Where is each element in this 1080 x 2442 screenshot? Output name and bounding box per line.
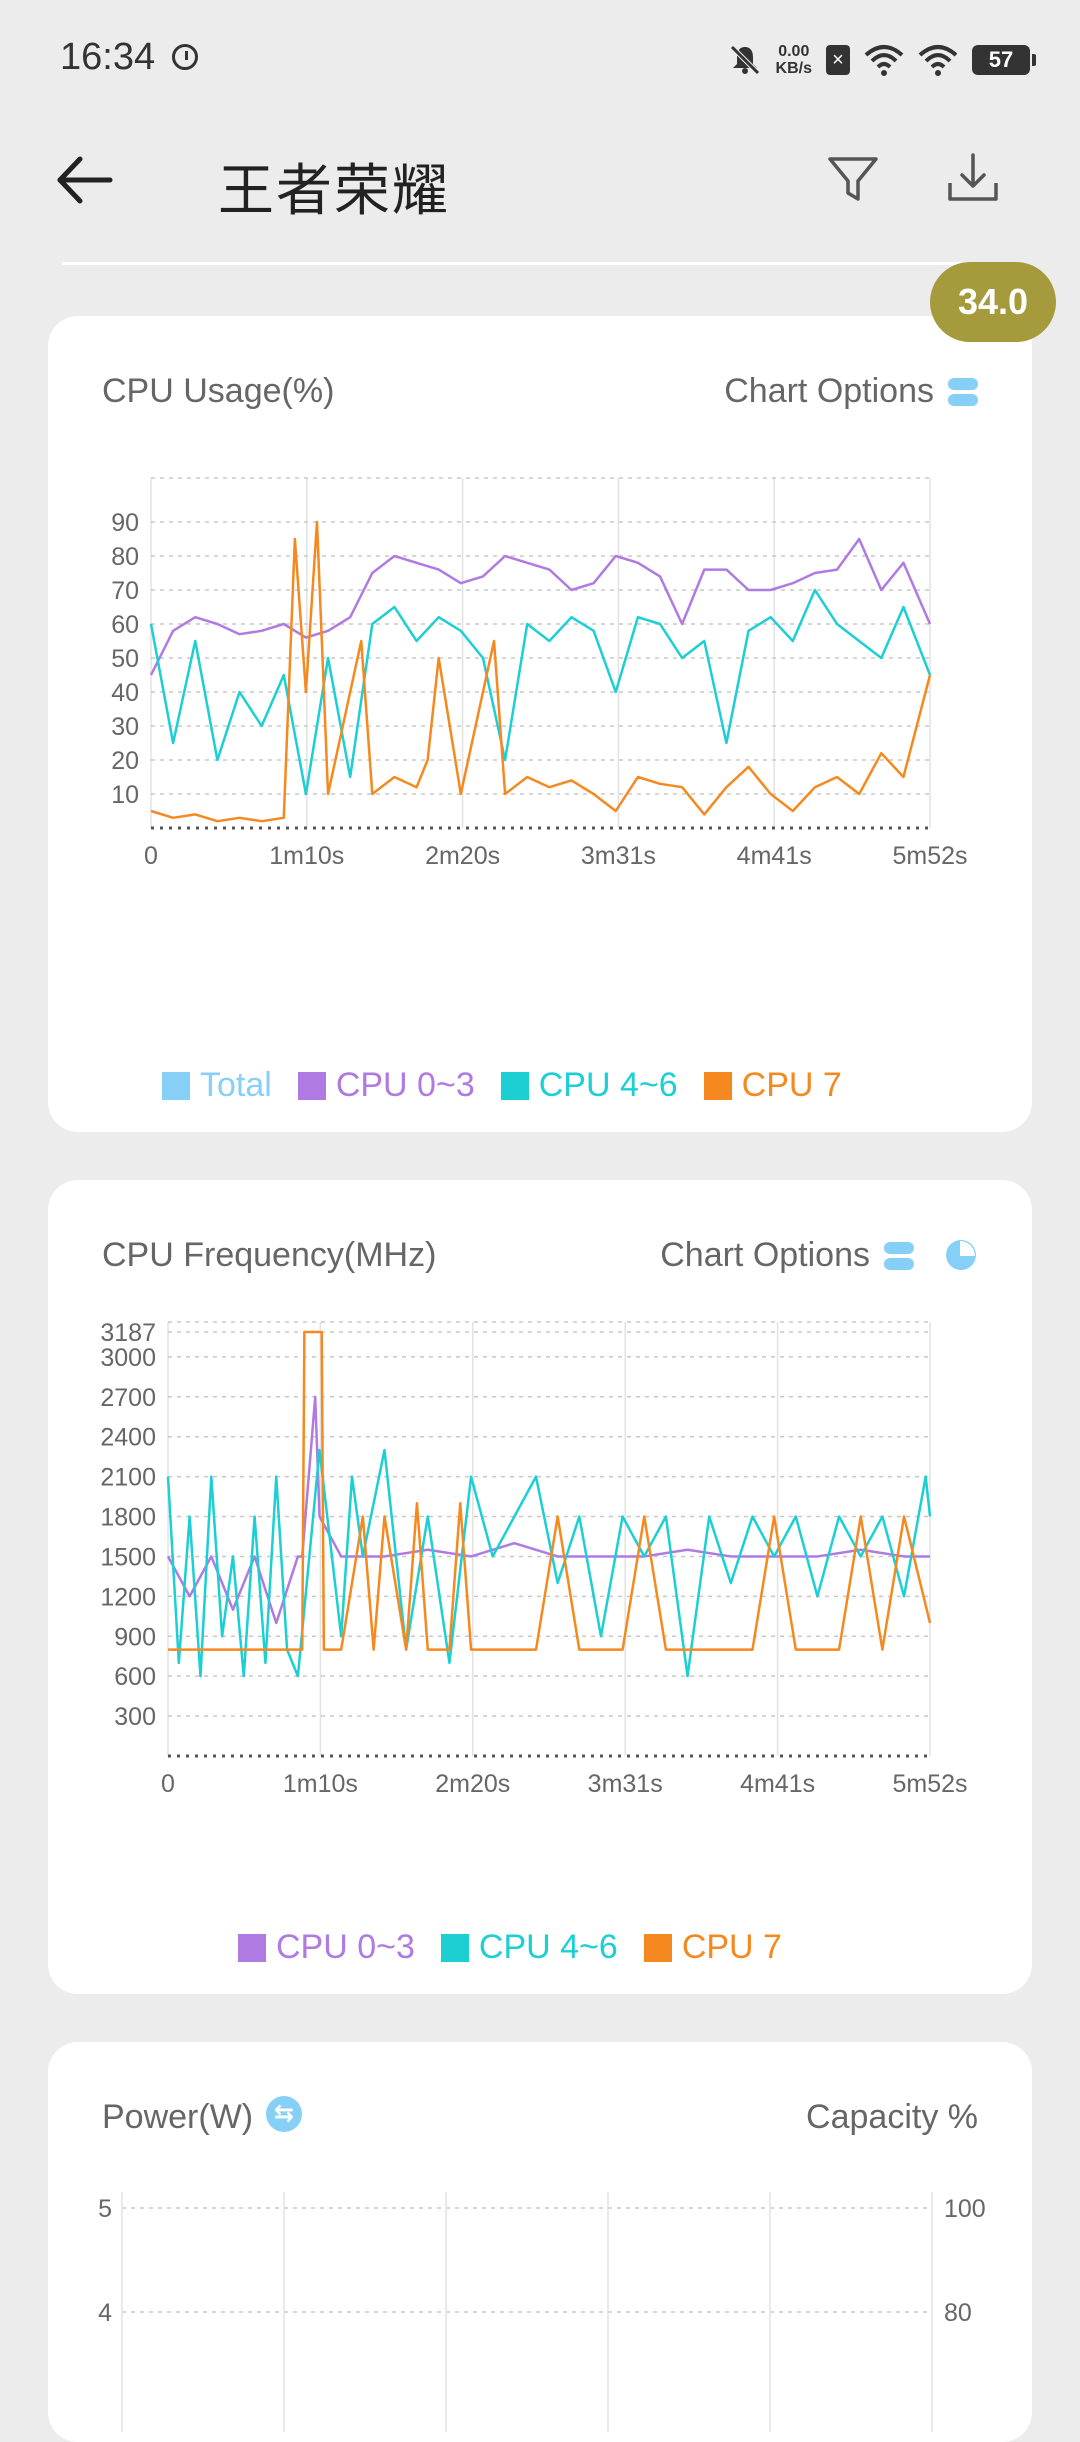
mute-icon xyxy=(729,45,760,75)
page-title: 王者荣耀 xyxy=(218,159,450,222)
freq-legend: CPU 0~3 CPU 4~6 CPU 7 xyxy=(238,1928,782,1967)
hotspot-wifi-icon xyxy=(864,45,904,76)
legend-item-cpu03[interactable]: CPU 0~3 xyxy=(297,1066,475,1105)
cpu-frequency-chart: 0 1m10s 2m20s 3m31s 4m41s 5m52s 300 600 900 1200 1… xyxy=(100,1319,967,1798)
download-icon[interactable] xyxy=(940,145,1006,211)
legend-swatch-cpu7 xyxy=(703,1071,732,1100)
legend-item-total[interactable]: Total xyxy=(162,1066,272,1105)
chart-options-button[interactable]: Chart Options xyxy=(660,1236,870,1274)
card-title: CPU Usage(%) xyxy=(102,372,335,410)
cpu-usage-chart: 0 1m10s 2m20s 3m31s 4m41s 5m52s 10 20 30 40 50 60 70… xyxy=(111,477,968,870)
x-tick-label: 3m31s xyxy=(588,1770,663,1798)
battery-icon: 57 xyxy=(972,45,1036,75)
chart-options-button[interactable]: Chart Options xyxy=(724,372,934,410)
legend-label: CPU 7 xyxy=(681,1928,782,1966)
legend-item-cpu7[interactable]: CPU 7 xyxy=(643,1928,782,1967)
net-speed-value: 0.00 xyxy=(778,43,810,60)
x-tick-label: 0 xyxy=(144,842,158,870)
legend-swatch-cpu46 xyxy=(440,1933,469,1962)
y-tick-label: 90 xyxy=(111,509,139,537)
x-tick-label: 1m10s xyxy=(269,842,344,870)
net-speed: 0.00 KB/s xyxy=(776,43,812,77)
y-tick-label: 600 xyxy=(114,1663,156,1691)
x-tick-label: 1m10s xyxy=(283,1770,358,1798)
y-tick-label: 2700 xyxy=(100,1384,156,1412)
card-title: CPU Frequency(MHz) xyxy=(102,1236,437,1274)
header-divider xyxy=(62,262,1020,265)
x-tick-label: 4m41s xyxy=(737,842,812,870)
y-tick-label: 900 xyxy=(114,1623,156,1651)
series-line-cpu7 xyxy=(168,1330,932,1651)
capacity-label: Capacity % xyxy=(806,2098,978,2136)
x-tick-label: 4m41s xyxy=(740,1770,815,1798)
status-bar: 16:34 0.00 KB/s × 57 xyxy=(0,0,1080,120)
no-sim-icon: × xyxy=(826,45,850,75)
legend-label: CPU 7 xyxy=(741,1066,842,1104)
card-title: Power(W) xyxy=(102,2098,254,2136)
legend-label: CPU 0~3 xyxy=(276,1928,415,1966)
legend-swatch-cpu7 xyxy=(643,1933,672,1962)
net-speed-unit: KB/s xyxy=(775,60,812,77)
x-tick-label: 2m20s xyxy=(425,842,500,870)
y-tick-label: 80 xyxy=(111,543,139,571)
x-tick-label: 2m20s xyxy=(435,1770,510,1798)
x-tick-label: 5m52s xyxy=(892,842,967,870)
stacked-chart-icon[interactable] xyxy=(884,1242,914,1270)
legend-item-cpu7[interactable]: CPU 7 xyxy=(703,1066,842,1105)
app-header: 王者荣耀 xyxy=(0,120,1080,240)
y-tick-label: 40 xyxy=(111,679,139,707)
legend-label: CPU 4~6 xyxy=(538,1066,678,1104)
y-tick-label: 1200 xyxy=(100,1583,156,1611)
series-line-cpu03 xyxy=(149,537,932,676)
legend-swatch-total xyxy=(162,1071,190,1100)
status-time: 16:34 xyxy=(60,36,156,78)
series-line-cpu7 xyxy=(150,520,932,823)
y-tick-label: 2400 xyxy=(100,1424,156,1452)
y-tick-label: 2100 xyxy=(100,1464,156,1492)
power-chart: 5 100 4 80 xyxy=(98,2192,986,2432)
back-arrow-icon[interactable] xyxy=(50,145,120,215)
y2-tick-label: 80 xyxy=(944,2299,972,2327)
legend-label: Total xyxy=(200,1066,272,1104)
y-tick-label: 10 xyxy=(111,781,139,809)
wifi-icon xyxy=(918,45,958,76)
legend-swatch-cpu03 xyxy=(238,1933,266,1962)
cpu-frequency-card: CPU Frequency(MHz) Chart Options 0 1m10s 2… xyxy=(48,1180,1032,1994)
y-tick-label: 1500 xyxy=(100,1543,156,1571)
y-tick-label: 5 xyxy=(98,2195,112,2223)
y-tick-label: 3187 xyxy=(100,1319,156,1347)
status-icons: 0.00 KB/s × 57 xyxy=(728,36,1036,84)
stacked-chart-icon[interactable] xyxy=(948,378,978,406)
y-tick-label: 50 xyxy=(111,645,139,673)
y2-tick-label: 100 xyxy=(944,2195,986,2223)
legend-item-cpu03[interactable]: CPU 0~3 xyxy=(238,1928,415,1967)
alarm-icon xyxy=(172,44,198,70)
y-tick-label: 60 xyxy=(111,611,139,639)
y-tick-label: 70 xyxy=(111,577,139,605)
y-tick-label: 3000 xyxy=(100,1344,156,1372)
legend-swatch-cpu03 xyxy=(297,1071,326,1100)
x-tick-label: 5m52s xyxy=(892,1770,967,1798)
legend-label: CPU 4~6 xyxy=(478,1928,618,1966)
cpu-usage-card: CPU Usage(%) Chart Options 0 1m10s 2m20s 3m… xyxy=(48,316,1032,1132)
y-tick-label: 20 xyxy=(111,747,139,775)
fps-badge[interactable]: 34.0 xyxy=(930,262,1056,342)
power-card: Power(W) ⇆ Capacity % 5 100 4 80 xyxy=(48,2042,1032,2442)
y-tick-label: 30 xyxy=(111,713,139,741)
legend-label: CPU 0~3 xyxy=(335,1066,475,1104)
y-tick-label: 300 xyxy=(114,1703,156,1731)
swap-icon[interactable]: ⇆ xyxy=(266,2096,302,2132)
legend-swatch-cpu46 xyxy=(500,1071,529,1100)
x-tick-label: 3m31s xyxy=(581,842,656,870)
y-tick-label: 1800 xyxy=(100,1504,156,1532)
usage-legend: Total CPU 0~3 CPU 4~6 CPU 7 xyxy=(162,1066,842,1105)
pie-chart-icon[interactable] xyxy=(946,1240,976,1270)
filter-icon[interactable] xyxy=(820,145,886,211)
x-tick-label: 0 xyxy=(161,1770,175,1798)
y-tick-label: 4 xyxy=(98,2299,112,2327)
legend-item-cpu46[interactable]: CPU 4~6 xyxy=(440,1928,618,1967)
series-line-cpu46 xyxy=(149,588,932,796)
legend-item-cpu46[interactable]: CPU 4~6 xyxy=(500,1066,678,1105)
